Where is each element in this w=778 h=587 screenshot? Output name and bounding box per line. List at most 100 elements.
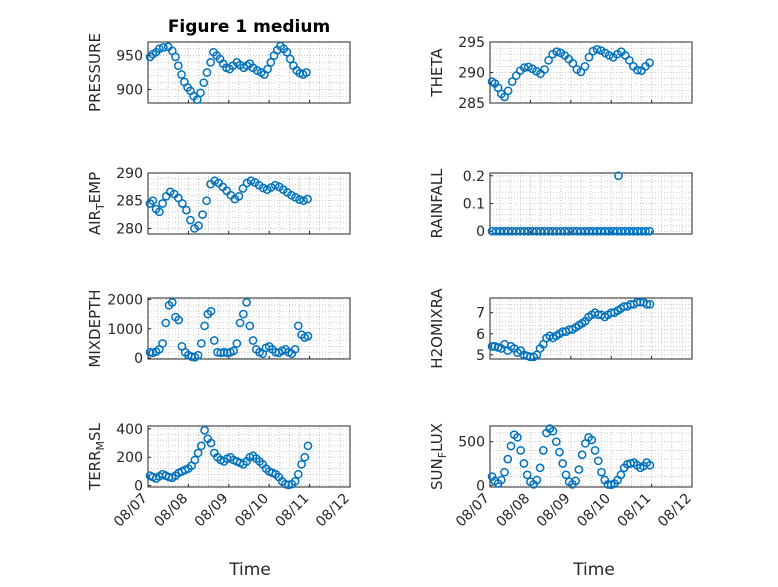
data-point [552, 226, 562, 236]
data-point [538, 446, 548, 455]
data-point [551, 437, 561, 447]
data-point [558, 459, 568, 468]
data-point [206, 306, 216, 316]
data-point [196, 88, 205, 98]
data-point [174, 315, 184, 325]
data-point [159, 43, 168, 52]
data-point [282, 47, 292, 57]
data-point [528, 226, 537, 236]
axes-frame [147, 172, 351, 235]
data-point [620, 226, 630, 236]
y-axis-label: H2OMIXRA [428, 288, 446, 369]
data-point [625, 226, 634, 236]
data-point [519, 63, 529, 72]
panel-h2omixra: 5 6 7 H2OMIXRA [428, 288, 693, 369]
axes-frame [147, 425, 351, 488]
data-point [560, 226, 570, 236]
data-point [584, 226, 594, 236]
y-tick-label: 0.1 [463, 197, 485, 213]
y-tick-label: 0 [134, 479, 143, 495]
data-point [182, 205, 191, 215]
data-point [487, 342, 497, 351]
data-point [238, 309, 248, 319]
data-point [637, 226, 646, 236]
x-tick-label: 08/12 [655, 491, 695, 531]
data-point [645, 299, 655, 309]
data-point [544, 226, 553, 236]
data-point [499, 226, 509, 236]
data-point [190, 455, 200, 465]
data-point [645, 226, 654, 236]
y-tick-label: 500 [458, 435, 485, 451]
data-point [202, 196, 211, 206]
axes-frame [147, 41, 351, 104]
data-point [519, 226, 529, 236]
data-point [587, 435, 597, 445]
data-point [263, 64, 272, 74]
data-point [487, 226, 497, 236]
y-tick-label: 5 [476, 348, 485, 364]
data-point [173, 193, 183, 203]
x-tick-label: 08/11 [273, 491, 313, 531]
data-point [642, 299, 652, 309]
data-point [616, 470, 626, 480]
data-point [245, 321, 255, 331]
x-tick-label: 08/08 [493, 491, 533, 531]
y-axis-label: PRESSURE [86, 33, 104, 112]
x-tick-label: 08/09 [534, 491, 574, 531]
y-tick-label: 295 [458, 35, 485, 51]
y-tick-label: 0 [134, 351, 143, 367]
data-point [194, 221, 203, 231]
data-point [532, 226, 541, 236]
data-point [568, 59, 578, 68]
data-point [206, 438, 216, 448]
y-tick-label: 7 [476, 306, 485, 322]
data-point [516, 446, 526, 455]
data-point [303, 331, 313, 341]
data-point [167, 298, 177, 307]
data-point [641, 226, 650, 236]
data-point [592, 44, 602, 54]
y-tick-label: 285 [116, 194, 143, 210]
x-axis-label-right: Time [572, 560, 615, 580]
data-point [513, 432, 522, 442]
data-point [522, 470, 532, 480]
data-point [571, 476, 580, 486]
data-point [229, 346, 238, 356]
y-tick-label: 280 [116, 221, 143, 237]
data-point [303, 194, 312, 204]
x-tick-label: 08/07 [453, 491, 493, 531]
data-point [596, 226, 606, 236]
data-point [495, 226, 505, 236]
data-point [193, 350, 203, 360]
data-point [177, 70, 186, 79]
data-point [171, 52, 180, 62]
data-point [616, 226, 626, 236]
data-point [199, 78, 209, 88]
data-point [588, 46, 598, 56]
data-point [196, 441, 206, 451]
data-point [629, 226, 638, 236]
data-point [209, 336, 219, 345]
data-point [524, 62, 533, 72]
data-point [511, 226, 521, 236]
data-point [193, 448, 203, 458]
data-point [507, 77, 517, 87]
y-axis-label: THETA [428, 48, 446, 98]
data-point [574, 465, 584, 474]
x-tick-label: 08/07 [111, 491, 151, 531]
data-point [297, 459, 306, 469]
data-point [548, 426, 558, 436]
data-point [561, 470, 571, 480]
data-point [604, 51, 614, 60]
data-point [519, 459, 529, 468]
y-tick-label: 0 [476, 478, 485, 494]
x-tick-label: 08/09 [192, 491, 232, 531]
data-point [506, 441, 516, 451]
y-tick-label: 400 [116, 422, 143, 438]
panel-pressure: 900 950 PRESSURE Figure 1 medium [86, 17, 351, 112]
